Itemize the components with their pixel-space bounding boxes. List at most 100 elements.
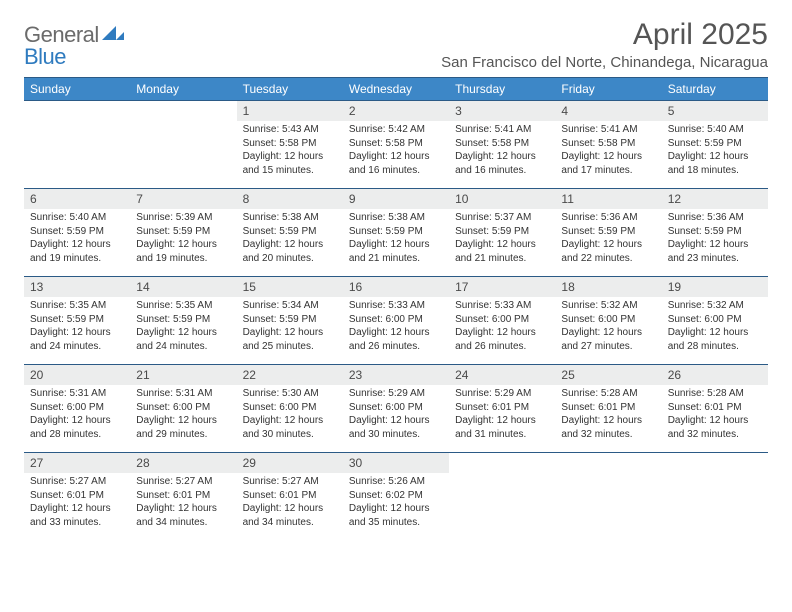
calendar-cell: 17Sunrise: 5:33 AMSunset: 6:00 PMDayligh… xyxy=(449,277,555,365)
daylight-text: Daylight: 12 hours and 18 minutes. xyxy=(668,150,762,177)
daylight-text: Daylight: 12 hours and 30 minutes. xyxy=(349,414,443,441)
day-number: 29 xyxy=(237,453,343,473)
day-number: 24 xyxy=(449,365,555,385)
calendar-table: Sunday Monday Tuesday Wednesday Thursday… xyxy=(24,77,768,541)
sunrise-text: Sunrise: 5:42 AM xyxy=(349,123,443,137)
weekday-header-row: Sunday Monday Tuesday Wednesday Thursday… xyxy=(24,78,768,101)
daylight-text: Daylight: 12 hours and 21 minutes. xyxy=(349,238,443,265)
calendar-cell: 6Sunrise: 5:40 AMSunset: 5:59 PMDaylight… xyxy=(24,189,130,277)
sunrise-text: Sunrise: 5:36 AM xyxy=(668,211,762,225)
day-number: 23 xyxy=(343,365,449,385)
calendar-cell: 18Sunrise: 5:32 AMSunset: 6:00 PMDayligh… xyxy=(555,277,661,365)
sunset-text: Sunset: 5:59 PM xyxy=(668,225,762,239)
daylight-text: Daylight: 12 hours and 20 minutes. xyxy=(243,238,337,265)
daylight-text: Daylight: 12 hours and 24 minutes. xyxy=(30,326,124,353)
sunset-text: Sunset: 6:00 PM xyxy=(455,313,549,327)
day-number: 6 xyxy=(24,189,130,209)
title-block: April 2025 San Francisco del Norte, Chin… xyxy=(441,18,768,71)
daylight-text: Daylight: 12 hours and 15 minutes. xyxy=(243,150,337,177)
day-number: 27 xyxy=(24,453,130,473)
daylight-text: Daylight: 12 hours and 28 minutes. xyxy=(30,414,124,441)
daylight-text: Daylight: 12 hours and 21 minutes. xyxy=(455,238,549,265)
sunset-text: Sunset: 5:59 PM xyxy=(30,313,124,327)
calendar-cell: 28Sunrise: 5:27 AMSunset: 6:01 PMDayligh… xyxy=(130,453,236,541)
sunset-text: Sunset: 5:58 PM xyxy=(455,137,549,151)
sunrise-text: Sunrise: 5:41 AM xyxy=(455,123,549,137)
calendar-cell: 14Sunrise: 5:35 AMSunset: 5:59 PMDayligh… xyxy=(130,277,236,365)
day-number: 12 xyxy=(662,189,768,209)
month-title: April 2025 xyxy=(441,18,768,52)
calendar-cell: 5Sunrise: 5:40 AMSunset: 5:59 PMDaylight… xyxy=(662,101,768,189)
weekday-header: Friday xyxy=(555,78,661,101)
sunrise-text: Sunrise: 5:38 AM xyxy=(243,211,337,225)
sunset-text: Sunset: 6:00 PM xyxy=(30,401,124,415)
daylight-text: Daylight: 12 hours and 35 minutes. xyxy=(349,502,443,529)
day-number: 19 xyxy=(662,277,768,297)
sunset-text: Sunset: 5:58 PM xyxy=(243,137,337,151)
calendar-row: 1Sunrise: 5:43 AMSunset: 5:58 PMDaylight… xyxy=(24,101,768,189)
calendar-cell: 10Sunrise: 5:37 AMSunset: 5:59 PMDayligh… xyxy=(449,189,555,277)
calendar-cell: 8Sunrise: 5:38 AMSunset: 5:59 PMDaylight… xyxy=(237,189,343,277)
calendar-cell: 29Sunrise: 5:27 AMSunset: 6:01 PMDayligh… xyxy=(237,453,343,541)
daylight-text: Daylight: 12 hours and 28 minutes. xyxy=(668,326,762,353)
day-number: 30 xyxy=(343,453,449,473)
day-number: 11 xyxy=(555,189,661,209)
sunrise-text: Sunrise: 5:31 AM xyxy=(136,387,230,401)
sunset-text: Sunset: 6:01 PM xyxy=(30,489,124,503)
sunrise-text: Sunrise: 5:33 AM xyxy=(455,299,549,313)
sunrise-text: Sunrise: 5:33 AM xyxy=(349,299,443,313)
sunset-text: Sunset: 6:00 PM xyxy=(243,401,337,415)
sunrise-text: Sunrise: 5:27 AM xyxy=(30,475,124,489)
calendar-cell: 19Sunrise: 5:32 AMSunset: 6:00 PMDayligh… xyxy=(662,277,768,365)
sunset-text: Sunset: 6:00 PM xyxy=(668,313,762,327)
daylight-text: Daylight: 12 hours and 26 minutes. xyxy=(455,326,549,353)
calendar-cell xyxy=(449,453,555,541)
calendar-cell: 1Sunrise: 5:43 AMSunset: 5:58 PMDaylight… xyxy=(237,101,343,189)
calendar-cell: 4Sunrise: 5:41 AMSunset: 5:58 PMDaylight… xyxy=(555,101,661,189)
calendar-cell: 7Sunrise: 5:39 AMSunset: 5:59 PMDaylight… xyxy=(130,189,236,277)
daylight-text: Daylight: 12 hours and 23 minutes. xyxy=(668,238,762,265)
sunset-text: Sunset: 5:59 PM xyxy=(561,225,655,239)
weekday-header: Saturday xyxy=(662,78,768,101)
daylight-text: Daylight: 12 hours and 32 minutes. xyxy=(561,414,655,441)
day-number: 28 xyxy=(130,453,236,473)
calendar-cell: 27Sunrise: 5:27 AMSunset: 6:01 PMDayligh… xyxy=(24,453,130,541)
weekday-header: Sunday xyxy=(24,78,130,101)
calendar-row: 13Sunrise: 5:35 AMSunset: 5:59 PMDayligh… xyxy=(24,277,768,365)
sunrise-text: Sunrise: 5:39 AM xyxy=(136,211,230,225)
sunset-text: Sunset: 5:59 PM xyxy=(136,225,230,239)
daylight-text: Daylight: 12 hours and 24 minutes. xyxy=(136,326,230,353)
brand-word-2: Blue xyxy=(24,44,66,69)
daylight-text: Daylight: 12 hours and 22 minutes. xyxy=(561,238,655,265)
sunrise-text: Sunrise: 5:41 AM xyxy=(561,123,655,137)
daylight-text: Daylight: 12 hours and 25 minutes. xyxy=(243,326,337,353)
sunset-text: Sunset: 6:01 PM xyxy=(455,401,549,415)
daylight-text: Daylight: 12 hours and 16 minutes. xyxy=(455,150,549,177)
calendar-cell xyxy=(130,101,236,189)
day-number: 9 xyxy=(343,189,449,209)
sunrise-text: Sunrise: 5:31 AM xyxy=(30,387,124,401)
calendar-cell xyxy=(24,101,130,189)
sunrise-text: Sunrise: 5:34 AM xyxy=(243,299,337,313)
calendar-cell: 16Sunrise: 5:33 AMSunset: 6:00 PMDayligh… xyxy=(343,277,449,365)
sunset-text: Sunset: 6:00 PM xyxy=(349,401,443,415)
sunrise-text: Sunrise: 5:37 AM xyxy=(455,211,549,225)
sunset-text: Sunset: 5:58 PM xyxy=(561,137,655,151)
calendar-cell: 26Sunrise: 5:28 AMSunset: 6:01 PMDayligh… xyxy=(662,365,768,453)
sunset-text: Sunset: 6:00 PM xyxy=(561,313,655,327)
day-number: 20 xyxy=(24,365,130,385)
daylight-text: Daylight: 12 hours and 16 minutes. xyxy=(349,150,443,177)
calendar-cell: 12 Sunrise: 5:36 AMSunset: 5:59 PMDayligh… xyxy=(662,189,768,277)
weekday-header: Monday xyxy=(130,78,236,101)
daylight-text: Daylight: 12 hours and 19 minutes. xyxy=(136,238,230,265)
sunset-text: Sunset: 6:01 PM xyxy=(668,401,762,415)
day-number: 13 xyxy=(24,277,130,297)
weekday-header: Tuesday xyxy=(237,78,343,101)
sunrise-text: Sunrise: 5:28 AM xyxy=(561,387,655,401)
daylight-text: Daylight: 12 hours and 31 minutes. xyxy=(455,414,549,441)
daylight-text: Daylight: 12 hours and 17 minutes. xyxy=(561,150,655,177)
sunrise-text: Sunrise: 5:38 AM xyxy=(349,211,443,225)
calendar-cell: 3Sunrise: 5:41 AMSunset: 5:58 PMDaylight… xyxy=(449,101,555,189)
day-number: 16 xyxy=(343,277,449,297)
day-number: 22 xyxy=(237,365,343,385)
